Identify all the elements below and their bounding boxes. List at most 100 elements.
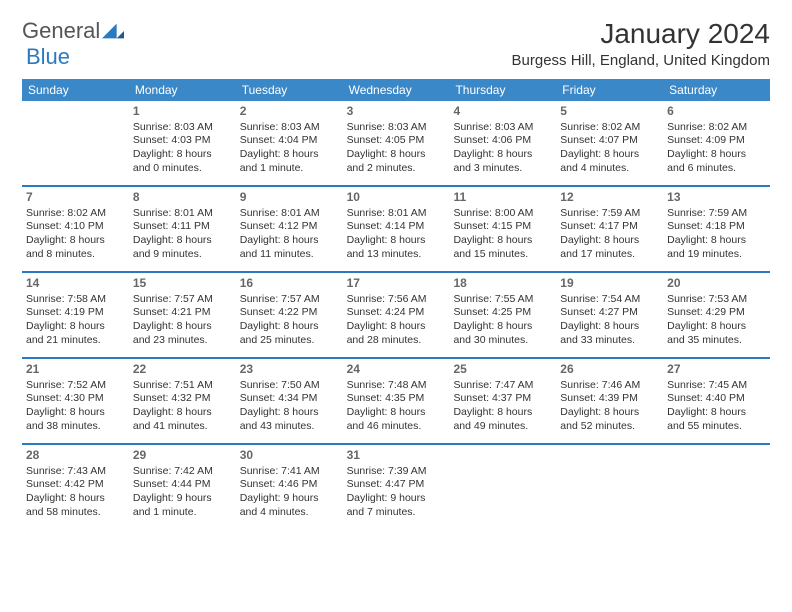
daylight-text: Daylight: 8 hours and 11 minutes. <box>240 234 339 261</box>
day-number: 3 <box>347 104 446 120</box>
day-number: 24 <box>347 362 446 378</box>
daylight-text: Daylight: 8 hours and 55 minutes. <box>667 406 766 433</box>
day-cell: 31Sunrise: 7:39 AMSunset: 4:47 PMDayligh… <box>343 445 450 529</box>
day-number: 1 <box>133 104 232 120</box>
day-cell: 19Sunrise: 7:54 AMSunset: 4:27 PMDayligh… <box>556 273 663 357</box>
sunrise-text: Sunrise: 7:41 AM <box>240 465 339 479</box>
sunset-text: Sunset: 4:27 PM <box>560 306 659 320</box>
daylight-text: Daylight: 8 hours and 15 minutes. <box>453 234 552 261</box>
week-row: 21Sunrise: 7:52 AMSunset: 4:30 PMDayligh… <box>22 359 770 445</box>
logo-text-blue: Blue <box>26 44 70 69</box>
sunrise-text: Sunrise: 7:50 AM <box>240 379 339 393</box>
week-row: 28Sunrise: 7:43 AMSunset: 4:42 PMDayligh… <box>22 445 770 529</box>
sunrise-text: Sunrise: 7:52 AM <box>26 379 125 393</box>
daylight-text: Daylight: 8 hours and 1 minute. <box>240 148 339 175</box>
day-number: 17 <box>347 276 446 292</box>
day-cell: 8Sunrise: 8:01 AMSunset: 4:11 PMDaylight… <box>129 187 236 271</box>
daylight-text: Daylight: 8 hours and 23 minutes. <box>133 320 232 347</box>
daylight-text: Daylight: 8 hours and 58 minutes. <box>26 492 125 519</box>
sunset-text: Sunset: 4:22 PM <box>240 306 339 320</box>
sunset-text: Sunset: 4:17 PM <box>560 220 659 234</box>
week-row: 14Sunrise: 7:58 AMSunset: 4:19 PMDayligh… <box>22 273 770 359</box>
day-cell: 25Sunrise: 7:47 AMSunset: 4:37 PMDayligh… <box>449 359 556 443</box>
logo-blue-wrap: Blue <box>26 44 70 70</box>
daylight-text: Daylight: 8 hours and 0 minutes. <box>133 148 232 175</box>
sunset-text: Sunset: 4:10 PM <box>26 220 125 234</box>
day-number: 4 <box>453 104 552 120</box>
daylight-text: Daylight: 9 hours and 7 minutes. <box>347 492 446 519</box>
day-cell: 15Sunrise: 7:57 AMSunset: 4:21 PMDayligh… <box>129 273 236 357</box>
day-number: 8 <box>133 190 232 206</box>
sunrise-text: Sunrise: 8:03 AM <box>133 121 232 135</box>
day-number: 11 <box>453 190 552 206</box>
sunrise-text: Sunrise: 8:02 AM <box>667 121 766 135</box>
daylight-text: Daylight: 8 hours and 17 minutes. <box>560 234 659 261</box>
sunset-text: Sunset: 4:12 PM <box>240 220 339 234</box>
daylight-text: Daylight: 8 hours and 8 minutes. <box>26 234 125 261</box>
day-cell: 5Sunrise: 8:02 AMSunset: 4:07 PMDaylight… <box>556 101 663 185</box>
sunset-text: Sunset: 4:42 PM <box>26 478 125 492</box>
dow-saturday: Saturday <box>663 79 770 101</box>
sunrise-text: Sunrise: 7:42 AM <box>133 465 232 479</box>
daylight-text: Daylight: 8 hours and 9 minutes. <box>133 234 232 261</box>
sunset-text: Sunset: 4:44 PM <box>133 478 232 492</box>
title-block: January 2024 Burgess Hill, England, Unit… <box>512 18 770 69</box>
daylight-text: Daylight: 8 hours and 3 minutes. <box>453 148 552 175</box>
day-cell: 23Sunrise: 7:50 AMSunset: 4:34 PMDayligh… <box>236 359 343 443</box>
daylight-text: Daylight: 8 hours and 41 minutes. <box>133 406 232 433</box>
weeks-container: 1Sunrise: 8:03 AMSunset: 4:03 PMDaylight… <box>22 101 770 529</box>
logo: General <box>22 18 126 44</box>
day-cell <box>449 445 556 529</box>
sunrise-text: Sunrise: 7:59 AM <box>560 207 659 221</box>
daylight-text: Daylight: 9 hours and 1 minute. <box>133 492 232 519</box>
day-cell <box>556 445 663 529</box>
sunrise-text: Sunrise: 7:51 AM <box>133 379 232 393</box>
day-cell: 11Sunrise: 8:00 AMSunset: 4:15 PMDayligh… <box>449 187 556 271</box>
day-cell: 4Sunrise: 8:03 AMSunset: 4:06 PMDaylight… <box>449 101 556 185</box>
location: Burgess Hill, England, United Kingdom <box>512 52 770 69</box>
dow-sunday: Sunday <box>22 79 129 101</box>
sunset-text: Sunset: 4:18 PM <box>667 220 766 234</box>
day-cell: 2Sunrise: 8:03 AMSunset: 4:04 PMDaylight… <box>236 101 343 185</box>
dow-thursday: Thursday <box>449 79 556 101</box>
day-cell: 1Sunrise: 8:03 AMSunset: 4:03 PMDaylight… <box>129 101 236 185</box>
daylight-text: Daylight: 8 hours and 25 minutes. <box>240 320 339 347</box>
day-number: 29 <box>133 448 232 464</box>
sunset-text: Sunset: 4:47 PM <box>347 478 446 492</box>
daylight-text: Daylight: 9 hours and 4 minutes. <box>240 492 339 519</box>
daylight-text: Daylight: 8 hours and 46 minutes. <box>347 406 446 433</box>
day-number: 22 <box>133 362 232 378</box>
sunrise-text: Sunrise: 7:43 AM <box>26 465 125 479</box>
sunset-text: Sunset: 4:14 PM <box>347 220 446 234</box>
sunset-text: Sunset: 4:39 PM <box>560 392 659 406</box>
day-cell: 16Sunrise: 7:57 AMSunset: 4:22 PMDayligh… <box>236 273 343 357</box>
sunrise-text: Sunrise: 8:03 AM <box>453 121 552 135</box>
day-cell: 3Sunrise: 8:03 AMSunset: 4:05 PMDaylight… <box>343 101 450 185</box>
sunrise-text: Sunrise: 7:45 AM <box>667 379 766 393</box>
sunset-text: Sunset: 4:21 PM <box>133 306 232 320</box>
day-number: 26 <box>560 362 659 378</box>
daylight-text: Daylight: 8 hours and 38 minutes. <box>26 406 125 433</box>
day-cell: 18Sunrise: 7:55 AMSunset: 4:25 PMDayligh… <box>449 273 556 357</box>
daylight-text: Daylight: 8 hours and 30 minutes. <box>453 320 552 347</box>
sunrise-text: Sunrise: 8:00 AM <box>453 207 552 221</box>
sunset-text: Sunset: 4:29 PM <box>667 306 766 320</box>
day-number: 9 <box>240 190 339 206</box>
day-cell: 20Sunrise: 7:53 AMSunset: 4:29 PMDayligh… <box>663 273 770 357</box>
day-cell: 17Sunrise: 7:56 AMSunset: 4:24 PMDayligh… <box>343 273 450 357</box>
sunset-text: Sunset: 4:03 PM <box>133 134 232 148</box>
week-row: 7Sunrise: 8:02 AMSunset: 4:10 PMDaylight… <box>22 187 770 273</box>
sunrise-text: Sunrise: 8:01 AM <box>347 207 446 221</box>
daylight-text: Daylight: 8 hours and 28 minutes. <box>347 320 446 347</box>
day-number: 28 <box>26 448 125 464</box>
sunset-text: Sunset: 4:09 PM <box>667 134 766 148</box>
dow-row: Sunday Monday Tuesday Wednesday Thursday… <box>22 79 770 101</box>
sunrise-text: Sunrise: 7:59 AM <box>667 207 766 221</box>
day-cell: 6Sunrise: 8:02 AMSunset: 4:09 PMDaylight… <box>663 101 770 185</box>
day-cell: 27Sunrise: 7:45 AMSunset: 4:40 PMDayligh… <box>663 359 770 443</box>
week-row: 1Sunrise: 8:03 AMSunset: 4:03 PMDaylight… <box>22 101 770 187</box>
month-title: January 2024 <box>512 18 770 50</box>
daylight-text: Daylight: 8 hours and 2 minutes. <box>347 148 446 175</box>
sunset-text: Sunset: 4:04 PM <box>240 134 339 148</box>
daylight-text: Daylight: 8 hours and 52 minutes. <box>560 406 659 433</box>
